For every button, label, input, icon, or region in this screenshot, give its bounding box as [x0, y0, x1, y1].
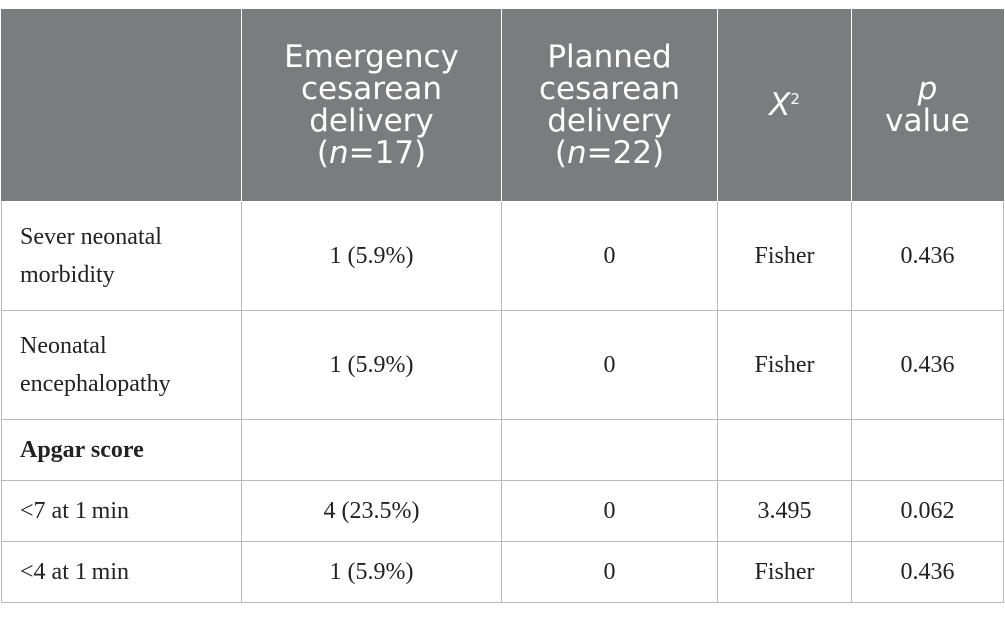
results-table: Emergency cesarean delivery (n=17) Plann… [1, 9, 1004, 603]
header-empty [1, 9, 242, 202]
cell-emergency [241, 419, 502, 481]
header-p-value: p value [851, 9, 1004, 202]
cell-p: 0.436 [851, 541, 1004, 603]
row-label: Sever neonatal morbidity [1, 201, 242, 311]
header-planned-line1: Planned [547, 39, 672, 75]
header-planned-n-open: ( [554, 135, 567, 171]
header-p-symbol: p [917, 71, 938, 107]
cell-emergency: 1 (5.9%) [241, 541, 502, 603]
row-label: <4 at 1 min [1, 541, 242, 603]
row-label: <7 at 1 min [1, 480, 242, 542]
table-row: Sever neonatal morbidity 1 (5.9%) 0 Fish… [1, 201, 1004, 311]
cell-planned: 0 [501, 480, 718, 542]
header-p-word: value [885, 103, 970, 139]
header-emergency-n-open: ( [316, 135, 329, 171]
header-row: Emergency cesarean delivery (n=17) Plann… [1, 9, 1004, 202]
section-label: Apgar score [1, 419, 242, 481]
cell-x2: Fisher [717, 201, 852, 311]
cell-emergency: 1 (5.9%) [241, 310, 502, 420]
header-planned-line2: cesarean [538, 71, 681, 107]
header-planned: Planned cesarean delivery (n=22) [501, 9, 718, 202]
header-planned-n-var: n [566, 135, 587, 171]
row-label: Neonatal encephalopathy [1, 310, 242, 420]
cell-planned: 0 [501, 541, 718, 603]
header-chi-sup: 2 [790, 90, 800, 108]
cell-p: 0.062 [851, 480, 1004, 542]
header-planned-n-close: =22) [586, 135, 665, 171]
cell-planned: 0 [501, 201, 718, 311]
cell-emergency: 4 (23.5%) [241, 480, 502, 542]
cell-x2: 3.495 [717, 480, 852, 542]
cell-x2 [717, 419, 852, 481]
header-emergency-line1: Emergency [284, 39, 459, 75]
header-chi-square: X2 [717, 9, 852, 202]
cell-p [851, 419, 1004, 481]
cell-p: 0.436 [851, 310, 1004, 420]
cell-p: 0.436 [851, 201, 1004, 311]
header-emergency-line3: delivery [309, 103, 434, 139]
header-chi-symbol: X [769, 87, 791, 123]
table-row: <7 at 1 min 4 (23.5%) 0 3.495 0.062 [1, 480, 1004, 542]
header-emergency-n-close: =17) [348, 135, 427, 171]
header-planned-line3: delivery [547, 103, 672, 139]
cell-planned [501, 419, 718, 481]
cell-x2: Fisher [717, 541, 852, 603]
table-row-section: Apgar score [1, 419, 1004, 481]
cell-planned: 0 [501, 310, 718, 420]
header-emergency-line2: cesarean [300, 71, 443, 107]
header-emergency: Emergency cesarean delivery (n=17) [241, 9, 502, 202]
cell-emergency: 1 (5.9%) [241, 201, 502, 311]
header-emergency-n-var: n [328, 135, 349, 171]
table-row: Neonatal encephalopathy 1 (5.9%) 0 Fishe… [1, 310, 1004, 420]
cell-x2: Fisher [717, 310, 852, 420]
table-row: <4 at 1 min 1 (5.9%) 0 Fisher 0.436 [1, 541, 1004, 603]
